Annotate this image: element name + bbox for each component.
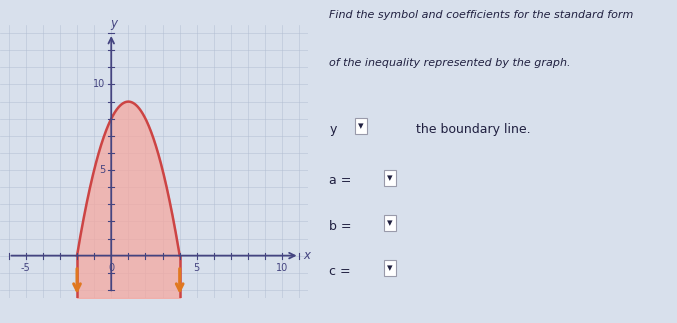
Text: the boundary line.: the boundary line. <box>416 123 531 136</box>
Text: Find the symbol and coefficients for the standard form: Find the symbol and coefficients for the… <box>329 10 634 20</box>
Text: x: x <box>303 249 310 262</box>
Text: y: y <box>110 17 117 30</box>
Text: 0: 0 <box>108 263 114 273</box>
Text: ▾: ▾ <box>387 263 393 273</box>
Text: 10: 10 <box>276 263 288 273</box>
Text: 5: 5 <box>99 165 105 175</box>
Text: of the inequality represented by the graph.: of the inequality represented by the gra… <box>329 58 571 68</box>
Text: ▾: ▾ <box>358 121 364 131</box>
Text: b =: b = <box>329 220 352 233</box>
Text: ▾: ▾ <box>387 173 393 183</box>
Text: 5: 5 <box>194 263 200 273</box>
Text: a =: a = <box>329 174 351 187</box>
Text: ▾: ▾ <box>387 218 393 228</box>
Text: y: y <box>329 123 336 136</box>
Text: 10: 10 <box>93 79 105 89</box>
Text: c =: c = <box>329 265 351 278</box>
Text: -5: -5 <box>21 263 30 273</box>
